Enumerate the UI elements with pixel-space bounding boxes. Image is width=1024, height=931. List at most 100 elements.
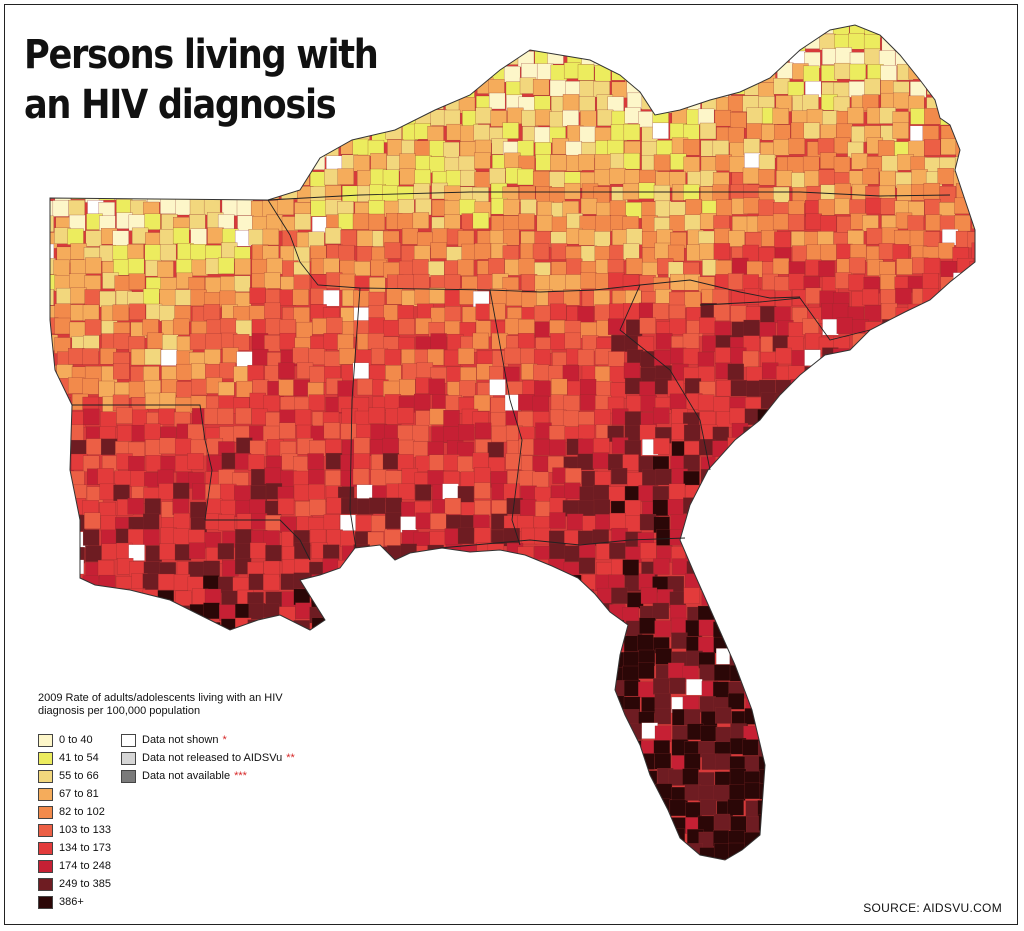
county-cell bbox=[309, 499, 326, 516]
county-cell bbox=[82, 169, 100, 186]
county-cell bbox=[127, 258, 145, 275]
county-cell bbox=[341, 497, 358, 515]
county-cell bbox=[954, 741, 972, 758]
county-cell bbox=[416, 875, 432, 891]
county-cell bbox=[474, 784, 492, 801]
county-cell bbox=[578, 650, 595, 667]
county-cell bbox=[728, 230, 745, 247]
county-cell bbox=[624, 34, 642, 51]
county-cell bbox=[447, 873, 463, 889]
county-cell bbox=[757, 560, 774, 578]
county-cell bbox=[445, 170, 463, 187]
county-cell bbox=[428, 25, 446, 36]
county-cell bbox=[788, 800, 806, 817]
county-cell bbox=[235, 664, 252, 681]
county-cell bbox=[398, 802, 416, 819]
county-cell bbox=[371, 589, 389, 606]
county-cell bbox=[217, 257, 235, 275]
county-cell bbox=[158, 483, 176, 500]
county-cell bbox=[727, 572, 745, 589]
county-cell bbox=[54, 317, 71, 335]
county-cell bbox=[54, 407, 72, 425]
county-cell bbox=[637, 35, 655, 52]
county-cell bbox=[504, 558, 521, 576]
county-cell bbox=[637, 634, 654, 651]
county-cell bbox=[967, 562, 975, 579]
county-cell bbox=[50, 156, 54, 173]
county-cell bbox=[775, 530, 792, 547]
county-cell bbox=[50, 439, 56, 457]
county-cell bbox=[835, 397, 853, 414]
county-cell bbox=[837, 546, 854, 564]
county-cell bbox=[594, 812, 611, 829]
county-cell bbox=[401, 816, 419, 833]
county-cell bbox=[429, 828, 446, 845]
county-cell bbox=[113, 606, 131, 623]
county-cell bbox=[458, 155, 476, 173]
county-cell bbox=[822, 381, 839, 398]
county-cell bbox=[355, 663, 372, 681]
county-cell bbox=[773, 710, 790, 727]
county-cell bbox=[175, 198, 192, 216]
county-cell bbox=[713, 51, 731, 68]
county-cell bbox=[219, 362, 236, 379]
county-cell bbox=[864, 650, 881, 667]
county-cell bbox=[385, 80, 403, 97]
county-cell bbox=[507, 107, 524, 125]
county-cell bbox=[370, 153, 387, 170]
county-cell bbox=[325, 470, 342, 487]
county-cell bbox=[578, 424, 595, 442]
county-cell bbox=[834, 183, 851, 200]
county-cell bbox=[474, 63, 492, 80]
county-cell bbox=[746, 107, 763, 124]
county-cell bbox=[937, 168, 954, 185]
county-cell bbox=[566, 815, 583, 832]
county-cell bbox=[669, 393, 687, 411]
county-cell bbox=[533, 25, 550, 35]
county-cell bbox=[803, 441, 820, 459]
county-cell bbox=[776, 170, 793, 187]
county-cell bbox=[729, 768, 747, 785]
county-cell bbox=[341, 828, 359, 846]
county-cell bbox=[520, 199, 537, 216]
county-cell bbox=[594, 64, 611, 82]
county-cell bbox=[308, 140, 325, 157]
county-cell bbox=[608, 695, 625, 713]
county-cell bbox=[698, 785, 715, 802]
county-cell bbox=[505, 289, 523, 307]
county-cell bbox=[608, 800, 625, 817]
county-cell bbox=[864, 666, 881, 683]
county-cell bbox=[506, 844, 523, 860]
county-cell bbox=[415, 484, 432, 501]
county-cell bbox=[790, 738, 807, 755]
county-cell bbox=[99, 483, 116, 501]
county-cell bbox=[924, 740, 942, 757]
county-cell bbox=[84, 590, 101, 607]
county-cell bbox=[742, 606, 760, 623]
county-cell bbox=[985, 604, 1001, 620]
county-cell bbox=[879, 709, 897, 726]
county-cell bbox=[924, 862, 940, 878]
county-cell bbox=[578, 633, 595, 650]
county-cell bbox=[100, 438, 118, 455]
county-cell bbox=[128, 168, 145, 186]
county-cell bbox=[612, 229, 629, 246]
county-cell bbox=[852, 666, 869, 684]
county-cell bbox=[474, 798, 491, 815]
county-cell bbox=[352, 787, 369, 804]
county-cell bbox=[923, 576, 940, 593]
county-cell bbox=[430, 242, 447, 259]
county-cell bbox=[895, 499, 913, 517]
county-cell bbox=[817, 727, 835, 744]
county-cell bbox=[742, 350, 759, 368]
county-cell bbox=[341, 604, 359, 622]
county-cell bbox=[220, 483, 237, 501]
county-cell bbox=[472, 587, 489, 605]
county-cell bbox=[532, 471, 549, 489]
county-cell bbox=[70, 259, 87, 276]
county-cell bbox=[518, 258, 535, 275]
county-cell bbox=[640, 542, 657, 560]
county-cell bbox=[207, 227, 224, 244]
county-cell bbox=[803, 122, 820, 139]
county-cell bbox=[655, 289, 672, 306]
